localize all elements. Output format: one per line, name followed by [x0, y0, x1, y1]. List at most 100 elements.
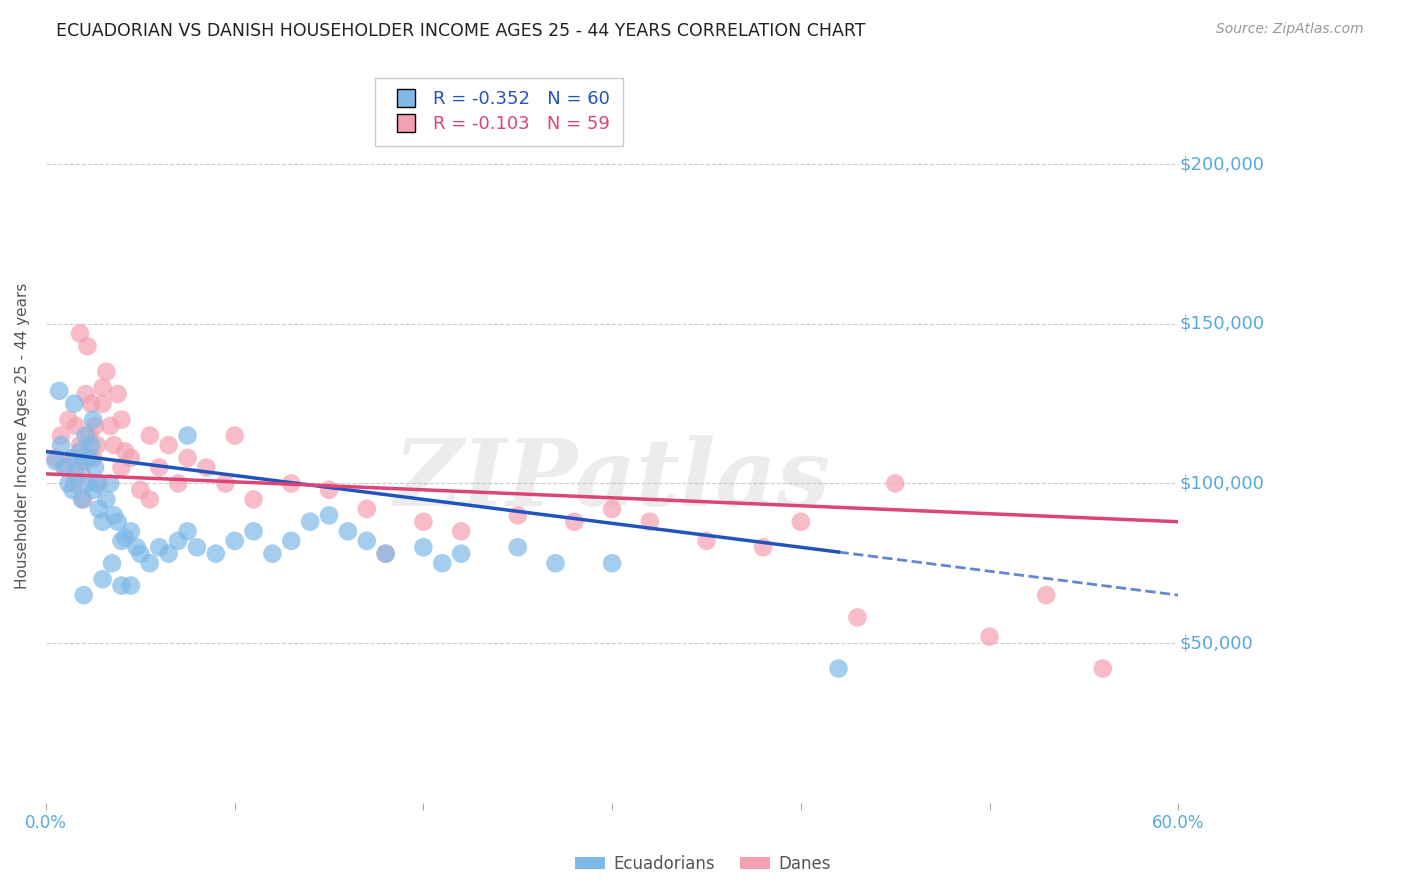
Point [75, 428, 97, 442]
Point [129, 483, 152, 497]
Point [280, 533, 302, 548]
Point [318, 508, 340, 523]
Point [44, 454, 66, 468]
Point [827, 661, 849, 675]
Point [318, 483, 340, 497]
Text: $200,000: $200,000 [1180, 155, 1264, 173]
Point [242, 492, 264, 507]
Point [75, 387, 97, 401]
Point [374, 547, 396, 561]
Point [87, 476, 110, 491]
Point [450, 547, 472, 561]
Point [148, 541, 170, 555]
Point [157, 547, 180, 561]
Point [120, 450, 142, 465]
Point [103, 438, 125, 452]
Legend: Ecuadorians, Danes: Ecuadorians, Danes [568, 848, 838, 880]
Point [214, 476, 236, 491]
Point [167, 476, 190, 491]
Point [65, 467, 87, 481]
Text: $150,000: $150,000 [1180, 315, 1264, 333]
Point [120, 578, 142, 592]
Point [79, 450, 101, 465]
Point [600, 556, 623, 570]
Point [374, 547, 396, 561]
Point [139, 556, 162, 570]
Point [110, 578, 132, 592]
Point [84, 419, 107, 434]
Point [176, 524, 198, 539]
Point [299, 515, 322, 529]
Point [107, 515, 129, 529]
Point [98, 419, 121, 434]
Point [846, 610, 869, 624]
Point [139, 492, 162, 507]
Point [48, 384, 70, 398]
Point [110, 533, 132, 548]
Point [101, 556, 124, 570]
Point [224, 428, 246, 442]
Point [186, 541, 208, 555]
Point [262, 547, 284, 561]
Point [129, 547, 152, 561]
Y-axis label: Householder Income Ages 25 - 44 years: Householder Income Ages 25 - 44 years [15, 283, 30, 589]
Point [412, 541, 434, 555]
Point [242, 524, 264, 539]
Point [107, 387, 129, 401]
Point [86, 438, 108, 452]
Point [73, 492, 96, 507]
Point [91, 515, 114, 529]
Point [53, 460, 76, 475]
Point [506, 508, 529, 523]
Point [98, 476, 121, 491]
Point [120, 524, 142, 539]
Point [695, 533, 717, 548]
Point [49, 428, 72, 442]
Point [1091, 661, 1114, 675]
Point [70, 492, 93, 507]
Point [91, 572, 114, 586]
Point [76, 476, 98, 491]
Point [157, 438, 180, 452]
Point [1035, 588, 1057, 602]
Point [790, 515, 813, 529]
Point [82, 483, 104, 497]
Point [60, 450, 83, 465]
Point [356, 533, 378, 548]
Text: ECUADORIAN VS DANISH HOUSEHOLDER INCOME AGES 25 - 44 YEARS CORRELATION CHART: ECUADORIAN VS DANISH HOUSEHOLDER INCOME … [56, 22, 866, 40]
Point [564, 515, 586, 529]
Point [884, 476, 907, 491]
Point [63, 476, 86, 491]
Point [76, 450, 98, 465]
Point [148, 460, 170, 475]
Point [979, 630, 1001, 644]
Point [80, 438, 103, 452]
Point [53, 460, 76, 475]
Point [280, 476, 302, 491]
Point [412, 515, 434, 529]
Point [70, 467, 93, 481]
Point [80, 397, 103, 411]
Point [63, 397, 86, 411]
Legend: R = -0.352   N = 60, R = -0.103   N = 59: R = -0.352 N = 60, R = -0.103 N = 59 [375, 78, 623, 146]
Point [58, 412, 80, 426]
Point [82, 412, 104, 426]
Point [65, 419, 87, 434]
Point [110, 460, 132, 475]
Text: ZIPatlas: ZIPatlas [394, 434, 831, 524]
Point [638, 515, 661, 529]
Text: $50,000: $50,000 [1180, 634, 1253, 652]
Point [752, 541, 775, 555]
Point [600, 502, 623, 516]
Point [69, 444, 91, 458]
Point [73, 454, 96, 468]
Point [69, 326, 91, 341]
Point [110, 412, 132, 426]
Point [63, 450, 86, 465]
Point [79, 428, 101, 442]
Point [96, 365, 118, 379]
Point [114, 444, 136, 458]
Point [96, 492, 118, 507]
Point [176, 428, 198, 442]
Point [49, 438, 72, 452]
